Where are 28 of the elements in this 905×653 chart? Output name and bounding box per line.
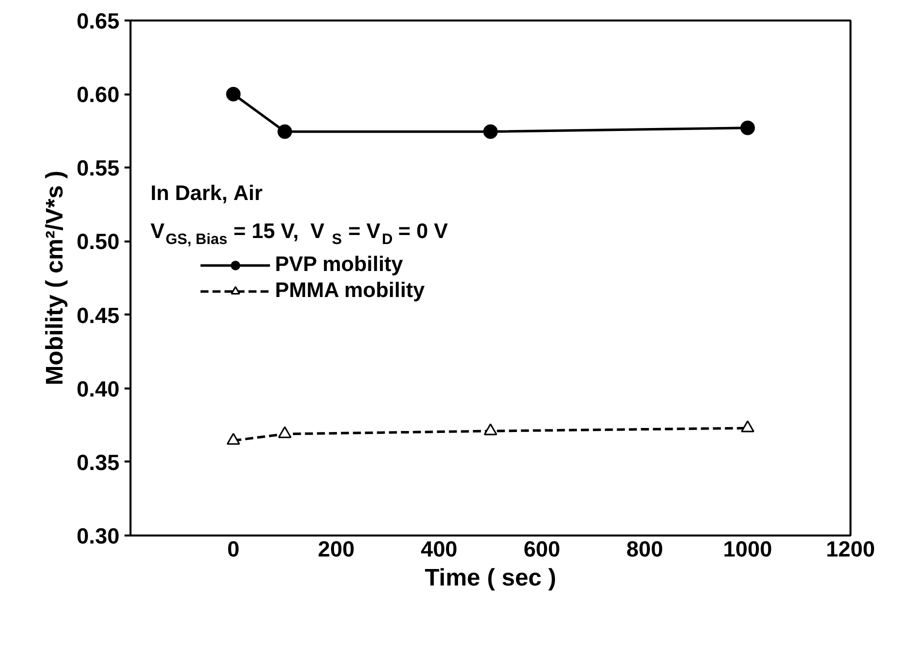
x-axis-title: Time ( sec ) <box>424 564 556 592</box>
legend-label: PVP mobility <box>275 252 403 276</box>
y-tick-label: 0.50 <box>76 229 120 254</box>
x-tick-label: 200 <box>318 536 355 562</box>
y-tick-label: 0.30 <box>76 524 120 548</box>
point <box>226 432 240 445</box>
y-tick-label: 0.65 <box>76 8 120 34</box>
point <box>740 420 754 432</box>
y-tick-label: 0.35 <box>76 450 120 475</box>
point <box>226 86 241 102</box>
point <box>278 124 292 139</box>
point <box>740 120 755 136</box>
y-tick-label: 0.40 <box>76 376 120 402</box>
x-tick-label: 600 <box>524 536 560 562</box>
legend-label: PMMA mobility <box>275 278 425 302</box>
point <box>483 124 498 139</box>
y-tick-label: 0.55 <box>76 156 120 181</box>
y-axis-title: Mobility ( cm²/V*s ) <box>42 170 69 386</box>
x-tick-label: 1000 <box>723 536 772 562</box>
x-tick-label: 0 <box>227 536 240 562</box>
point <box>484 423 498 436</box>
y-tick-label: 0.45 <box>76 302 120 328</box>
x-tick-label: 800 <box>626 536 664 562</box>
point <box>278 426 292 438</box>
x-tick-label: 400 <box>420 536 458 562</box>
y-tick-label: 0.60 <box>76 82 120 108</box>
annotation: In Dark, Air <box>150 182 263 205</box>
x-tick-label: 1200 <box>826 536 875 562</box>
